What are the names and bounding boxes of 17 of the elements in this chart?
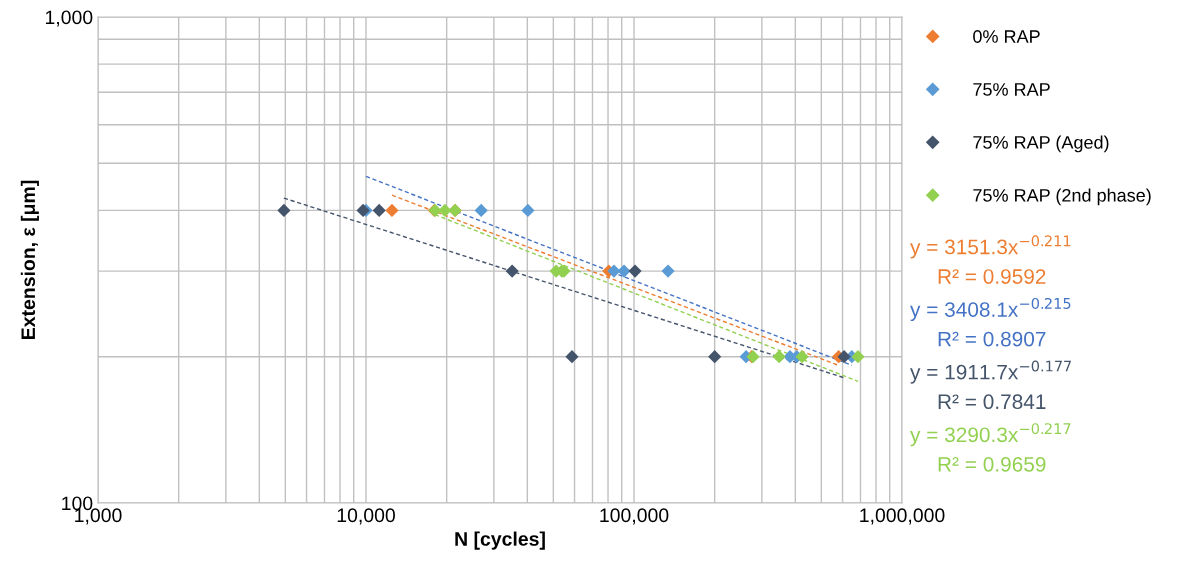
legend-label: 0% RAP xyxy=(973,30,1040,43)
x-tick-label: 100,000 xyxy=(600,508,669,525)
text: y = 1911.7x$^{−0.177}$ xyxy=(910,360,1071,384)
text: y = 3408.1x$^{−0.215}$ xyxy=(910,297,1071,322)
text: R² = 0.9592 xyxy=(938,269,1046,284)
x-tick-label: 10,000 xyxy=(337,508,395,525)
text: R² = 0.8907 xyxy=(938,331,1046,347)
text: R² = 0.9659 xyxy=(938,456,1046,472)
x-axis-title: N [cycles] xyxy=(455,531,545,550)
text: R² = 0.7841 xyxy=(938,394,1046,410)
legend-label: 75% RAP (Aged) xyxy=(973,135,1109,153)
legend-label: 75% RAP xyxy=(973,83,1050,96)
x-tick-label: 1,000,000 xyxy=(860,508,945,525)
text: y = 3151.3x$^{−0.211}$ xyxy=(910,235,1071,259)
text: y = 3290.3x$^{−0.217}$ xyxy=(910,423,1071,447)
y-axis-title: Extension, ε [μm] xyxy=(20,180,39,339)
legend-label: 75% RAP (2nd phase) xyxy=(973,188,1151,206)
